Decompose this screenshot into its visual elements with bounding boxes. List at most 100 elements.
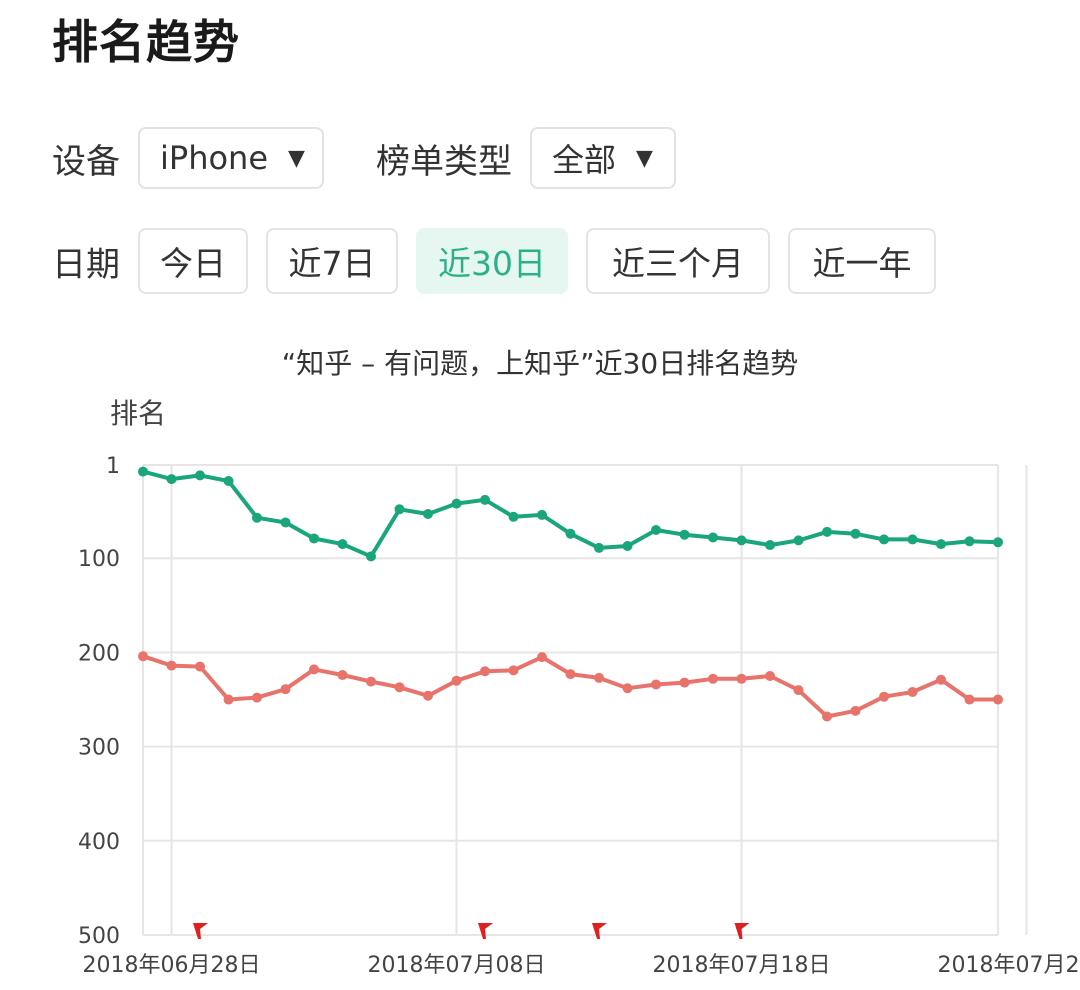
y-tick-label: 300	[78, 736, 120, 761]
data-point	[309, 664, 319, 675]
data-point	[138, 651, 148, 662]
data-point	[651, 679, 661, 690]
data-point	[651, 524, 661, 535]
data-point	[366, 551, 376, 562]
data-point	[252, 512, 262, 523]
data-point	[936, 539, 946, 550]
data-point	[480, 666, 490, 677]
data-point	[280, 517, 291, 528]
data-point	[423, 690, 433, 701]
date-option-7d[interactable]: 近7日	[266, 228, 398, 294]
data-point	[822, 526, 832, 537]
data-point	[480, 494, 490, 505]
date-option-30d[interactable]: 近30日	[416, 228, 568, 294]
data-point	[793, 685, 804, 696]
flag-icon	[592, 923, 607, 939]
y-tick-label: 400	[78, 830, 120, 855]
rank-trend-chart: 1 100 200 300 400 500 2018年06月28日 2018年07月08日 20…	[78, 454, 1080, 978]
data-point	[195, 661, 205, 672]
data-point	[223, 694, 234, 705]
series-line-0	[142, 469, 999, 559]
date-label: 日期	[52, 244, 120, 285]
data-point	[508, 665, 519, 676]
series-layer	[138, 466, 1003, 722]
x-tick-label: 2018年06月28日	[83, 953, 261, 978]
data-point	[622, 683, 633, 694]
data-point	[850, 528, 861, 539]
data-point	[223, 476, 234, 487]
data-point	[337, 539, 348, 550]
flag-icon	[478, 923, 493, 939]
y-tick-label: 500	[78, 924, 120, 949]
y-tick-label: 1	[106, 454, 120, 479]
data-point	[594, 542, 604, 553]
data-point	[907, 534, 918, 545]
data-point	[252, 692, 262, 703]
device-select-value: iPhone	[160, 139, 269, 177]
device-filter-row: 设备 iPhone ▼ 榜单类型 全部 ▼	[52, 125, 676, 191]
data-point	[936, 674, 946, 685]
y-axis-title: 排名	[110, 397, 167, 430]
data-point	[679, 677, 690, 688]
data-point	[850, 705, 861, 716]
data-point	[622, 541, 633, 552]
data-point	[138, 466, 148, 477]
x-tick-label: 2018年07月28日	[938, 953, 1080, 978]
data-point	[594, 672, 604, 683]
chart-title: “知乎 – 有问题，上知乎”近30日排名趋势	[281, 347, 799, 380]
data-point	[166, 474, 177, 485]
data-point	[679, 529, 690, 540]
data-point	[451, 498, 462, 509]
data-point	[394, 504, 405, 515]
data-point	[565, 528, 576, 539]
data-point	[423, 508, 433, 519]
chart-type-select[interactable]: 全部 ▼	[530, 127, 676, 189]
x-tick-label: 2018年07月08日	[368, 953, 546, 978]
grid-lines	[142, 464, 1028, 936]
data-point	[280, 684, 291, 695]
data-point	[508, 511, 519, 522]
y-tick-label: 200	[78, 641, 120, 666]
chart-type-label: 榜单类型	[376, 141, 512, 182]
data-point	[736, 535, 747, 546]
date-filter-row: 日期 今日 近7日 近30日 近三个月 近一年	[52, 228, 954, 294]
chevron-down-icon: ▼	[288, 145, 305, 171]
data-point	[907, 686, 918, 697]
data-point	[765, 540, 775, 551]
data-point	[879, 534, 889, 545]
data-point	[394, 682, 405, 693]
data-point	[793, 535, 804, 546]
data-point	[195, 470, 205, 481]
data-point	[822, 711, 832, 722]
data-point	[451, 675, 462, 686]
date-option-3m[interactable]: 近三个月	[586, 228, 770, 294]
data-point	[993, 694, 1003, 705]
data-point	[879, 691, 889, 702]
data-point	[708, 673, 718, 684]
event-markers	[193, 923, 750, 939]
data-point	[736, 673, 747, 684]
device-select[interactable]: iPhone ▼	[138, 127, 324, 189]
data-point	[537, 509, 547, 520]
data-point	[708, 532, 718, 543]
date-option-1y[interactable]: 近一年	[788, 228, 936, 294]
data-point	[993, 537, 1003, 548]
page-title: 排名趋势	[52, 15, 240, 69]
data-point	[337, 670, 348, 681]
y-tick-label: 100	[78, 547, 120, 572]
series-line-1	[142, 654, 998, 719]
data-point	[765, 670, 775, 681]
data-point	[964, 536, 975, 547]
data-point	[309, 533, 319, 544]
device-label: 设备	[52, 141, 120, 182]
axis-labels: 1 100 200 300 400 500 2018年06月28日 2018年07月08日 20…	[78, 454, 1080, 978]
data-point	[366, 676, 376, 687]
x-tick-label: 2018年07月18日	[653, 953, 831, 978]
data-point	[565, 669, 576, 680]
data-point	[166, 660, 177, 671]
flag-icon	[734, 923, 750, 939]
data-point	[964, 694, 975, 705]
data-point	[537, 652, 547, 663]
date-option-today[interactable]: 今日	[138, 228, 248, 294]
flag-icon	[193, 923, 208, 939]
